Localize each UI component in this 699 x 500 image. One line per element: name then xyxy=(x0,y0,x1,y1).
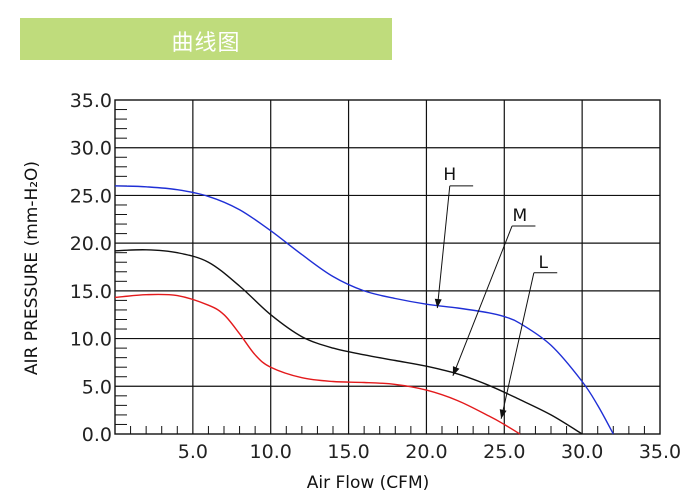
banner-title: 曲线图 xyxy=(171,31,241,56)
callout-leader-H xyxy=(436,185,451,309)
curve-L xyxy=(114,293,521,435)
minor-ticks xyxy=(115,109,645,434)
x-axis-title: Air Flow (CFM) xyxy=(307,473,430,493)
x-tick-label: 15.0 xyxy=(327,441,369,463)
x-tick-label: 25.0 xyxy=(483,441,525,463)
chart-title-banner: 曲线图 xyxy=(20,18,392,60)
callout-arrowhead-M xyxy=(452,366,460,376)
curve-label-L: L xyxy=(538,253,548,273)
curve-label-H: H xyxy=(443,165,456,185)
y-tick-label: 35.0 xyxy=(70,90,112,112)
y-tick-label: 30.0 xyxy=(70,138,112,160)
x-tick-label: 20.0 xyxy=(405,441,447,463)
callout-leader-L xyxy=(500,272,535,419)
curves: H M L xyxy=(114,165,614,435)
tick-labels: 0.0 5.0 10.0 15.0 20.0 25.0 30.0 35.0 5.0 10.0 15.… xyxy=(70,90,681,463)
y-tick-label: 15.0 xyxy=(70,281,112,303)
y-tick-label: 5.0 xyxy=(82,376,112,398)
callout-arrowhead-L xyxy=(499,409,507,419)
y-tick-label: 0.0 xyxy=(82,424,112,446)
x-tick-label: 35.0 xyxy=(639,441,681,463)
y-tick-label: 20.0 xyxy=(70,233,112,255)
plot-frame xyxy=(114,99,661,435)
y-axis-title: AIR PRESSURE (mm-H₂O) xyxy=(22,161,42,375)
curve-M xyxy=(114,249,583,435)
curve-H xyxy=(114,185,614,435)
curve-label-M: M xyxy=(513,206,528,226)
callout-leader-M xyxy=(452,225,513,376)
callout-arrowhead-H xyxy=(434,298,442,309)
y-tick-label: 25.0 xyxy=(70,185,112,207)
x-tick-label: 30.0 xyxy=(561,441,603,463)
x-tick-label: 10.0 xyxy=(250,441,292,463)
y-tick-label: 10.0 xyxy=(70,329,112,351)
x-tick-label: 5.0 xyxy=(178,441,208,463)
